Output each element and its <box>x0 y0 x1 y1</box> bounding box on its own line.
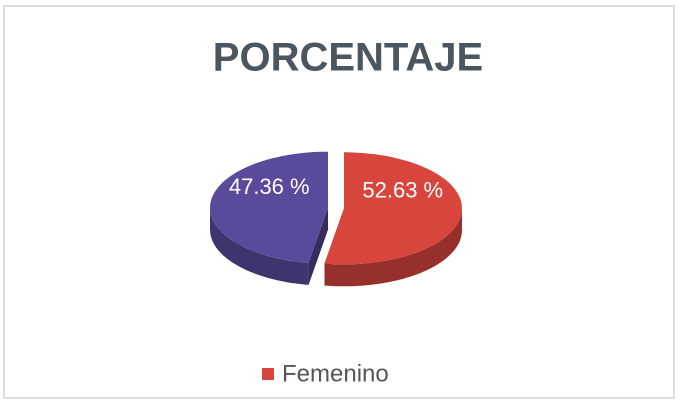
slice-wall <box>308 207 329 285</box>
slice <box>324 152 462 265</box>
chart-frame <box>3 5 675 399</box>
legend-label: Femenino <box>282 360 389 387</box>
slice-side <box>324 208 462 287</box>
slice-side <box>210 207 309 285</box>
chart-title: PORCENTAJE <box>213 36 483 80</box>
data-label: 47.36 % <box>229 174 310 199</box>
slice <box>210 151 329 263</box>
data-label: 52.63 % <box>362 178 443 203</box>
legend-swatch <box>262 368 274 380</box>
